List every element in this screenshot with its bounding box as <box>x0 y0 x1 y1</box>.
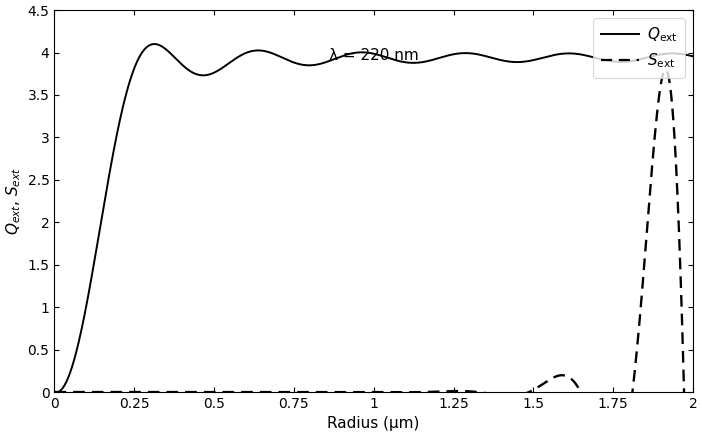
$S_\mathrm{ext}$ <box>526 388 535 394</box>
$Q_\mathrm{ext}$ <box>527 58 536 63</box>
$Q_\mathrm{ext}$ <box>150 41 159 47</box>
$Q_\mathrm{ext}$ <box>576 51 584 57</box>
Text: λ = 220 nm: λ = 220 nm <box>329 48 418 63</box>
$Q_\mathrm{ext}$ <box>466 51 475 56</box>
Line: $S_\mathrm{ext}$: $S_\mathrm{ext}$ <box>55 69 693 436</box>
$S_\mathrm{ext}$ <box>465 389 474 394</box>
$Q_\mathrm{ext}$ <box>295 61 303 67</box>
$S_\mathrm{ext}$ <box>433 389 442 394</box>
$S_\mathrm{ext}$ <box>51 389 59 395</box>
Line: $Q_\mathrm{ext}$: $Q_\mathrm{ext}$ <box>55 44 693 392</box>
$Q_\mathrm{ext}$ <box>51 389 59 395</box>
X-axis label: Radius (μm): Radius (μm) <box>328 416 420 431</box>
$S_\mathrm{ext}$ <box>575 387 583 392</box>
$S_\mathrm{ext}$ <box>661 67 670 72</box>
Legend: $Q_\mathrm{ext}$, $S_\mathrm{ext}$: $Q_\mathrm{ext}$, $S_\mathrm{ext}$ <box>593 18 685 78</box>
$Q_\mathrm{ext}$ <box>689 54 697 59</box>
$Q_\mathrm{ext}$ <box>53 390 61 395</box>
$S_\mathrm{ext}$ <box>166 389 175 395</box>
$Q_\mathrm{ext}$ <box>166 51 175 56</box>
$Q_\mathrm{ext}$ <box>433 56 442 61</box>
$S_\mathrm{ext}$ <box>294 389 303 395</box>
Y-axis label: $Q_{ext}$, $S_{ext}$: $Q_{ext}$, $S_{ext}$ <box>5 167 23 235</box>
